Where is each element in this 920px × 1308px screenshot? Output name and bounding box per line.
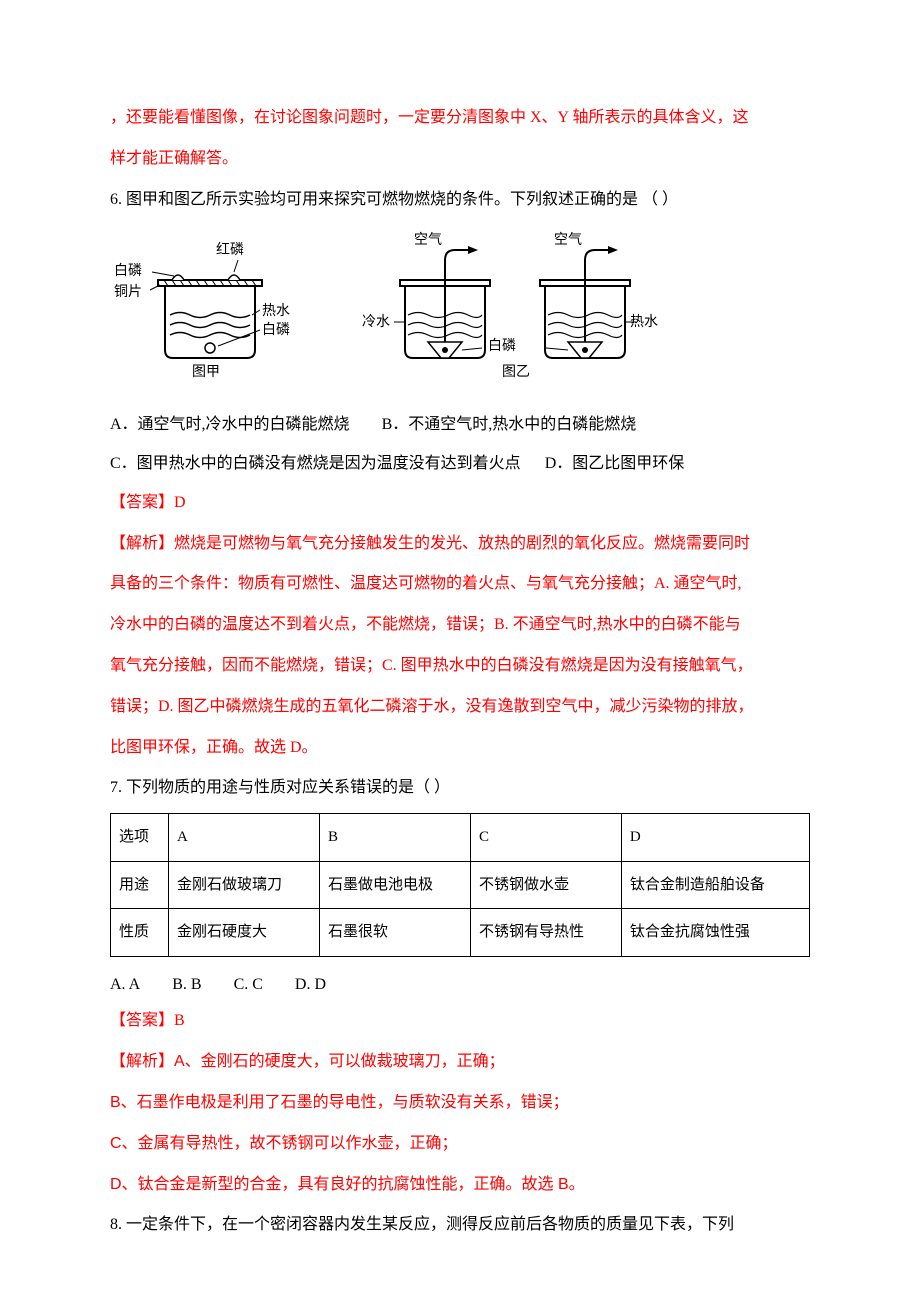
label-white-p-top: 白磷 [114, 263, 142, 279]
intro-tail-2: 样才能正确解答。 [110, 141, 810, 178]
q6-opt-c: C．图甲热水中的白磷没有燃烧是因为温度没有达到着火点 [110, 455, 521, 472]
q6-diagrams: 白磷 红磷 铜片 热水 白磷 图甲 [110, 230, 810, 395]
q7-exp-d: D、钛合金是新型的合金，具有良好的抗腐蚀性能，正确。故选 B。 [110, 1167, 810, 1204]
label-air-2: 空气 [554, 232, 582, 248]
q7-r2c1: 金刚石硬度大 [169, 909, 320, 957]
q7-r0c3: C [470, 814, 621, 862]
q6-opt-d: D．图乙比图甲环保 [545, 455, 685, 472]
q6-exp-4: 氧气充分接触，因而不能燃烧，错误；C. 图甲热水中的白磷没有燃烧是因为没有接触氧… [110, 648, 810, 685]
q7-r1c2: 石墨做电池电极 [319, 861, 470, 909]
q6-stem: 6. 图甲和图乙所示实验均可用来探究可燃物燃烧的条件。下列叙述正确的是 （ ） [110, 182, 810, 219]
q7-r2c3: 不锈钢有导热性 [470, 909, 621, 957]
q6-opts-ab: A．通空气时,冷水中的白磷能燃烧 B．不通空气时,热水中的白磷能燃烧 [110, 407, 810, 444]
caption-yi: 图乙 [502, 364, 530, 380]
label-white-p-bottom: 白磷 [262, 322, 290, 338]
q6-opt-b: B．不通空气时,热水中的白磷能燃烧 [382, 416, 637, 433]
diagram-jia: 白磷 红磷 铜片 热水 白磷 图甲 [110, 230, 310, 395]
q7-r0c2: B [319, 814, 470, 862]
q7-stem: 7. 下列物质的用途与性质对应关系错误的是（ ） [110, 770, 810, 807]
caption-jia: 图甲 [192, 365, 220, 380]
label-coldwater: 冷水 [362, 314, 390, 330]
q7-r2c4: 钛合金抗腐蚀性强 [621, 909, 809, 957]
q7-r1c3: 不锈钢做水壶 [470, 861, 621, 909]
q6-exp-1: 【解析】燃烧是可燃物与氧气充分接触发生的发光、放热的剧烈的氧化反应。燃烧需要同时 [110, 526, 810, 563]
label-hotwater: 热水 [262, 303, 290, 319]
label-air-1: 空气 [414, 232, 442, 248]
q7-r1c0: 用途 [111, 861, 169, 909]
q7-exp-c: C、金属有导热性，故不锈钢可以作水壶，正确； [110, 1126, 810, 1163]
q7-exp-a: 【解析】A、金刚石的硬度大，可以做裁玻璃刀，正确； [110, 1044, 810, 1081]
label-wp-left: 白磷 [488, 338, 516, 354]
q7-table: 选项 A B C D 用途 金刚石做玻璃刀 石墨做电池电极 不锈钢做水壶 钛合金… [110, 813, 810, 957]
q7-answer: 【答案】B [110, 1003, 810, 1040]
q6-exp-3: 冷水中的白磷的温度达不到着火点，不能燃烧，错误；B. 不通空气时,热水中的白磷不… [110, 607, 810, 644]
q8-stem: 8. 一定条件下，在一个密闭容器内发生某反应，测得反应前后各物质的质量见下表，下… [110, 1207, 810, 1244]
q7-r0c0: 选项 [111, 814, 169, 862]
q6-exp-2: 具备的三个条件：物质有可燃性、温度达可燃物的着火点、与氧气充分接触；A. 通空气… [110, 566, 810, 603]
q7-r0c1: A [169, 814, 320, 862]
q6-answer: 【答案】D [110, 485, 810, 522]
q7-opt-c: C. C [234, 967, 263, 1004]
q7-options: A. A B. B C. C D. D [110, 967, 810, 1004]
q7-opt-b: B. B [172, 967, 201, 1004]
label-copper: 铜片 [114, 284, 142, 300]
intro-tail-1: ，还要能看懂图像，在讨论图象问题时，一定要分清图象中 X、Y 轴所表示的具体含义… [110, 100, 810, 137]
q7-exp-b: B、石墨作电极是利用了石墨的导电性，与质软没有关系，错误； [110, 1085, 810, 1122]
q7-opt-d: D. D [295, 967, 326, 1004]
q7-r2c2: 石墨很软 [319, 909, 470, 957]
q7-r1c1: 金刚石做玻璃刀 [169, 861, 320, 909]
q7-opt-a: A. A [110, 967, 140, 1004]
q7-r1c4: 钛合金制造船舶设备 [621, 861, 809, 909]
q6-exp-5: 错误；D. 图乙中磷燃烧生成的五氧化二磷溶于水，没有逸散到空气中，减少污染物的排… [110, 689, 810, 726]
q6-opts-cd: C．图甲热水中的白磷没有燃烧是因为温度没有达到着火点 D．图乙比图甲环保 [110, 446, 810, 483]
q7-r2c0: 性质 [111, 909, 169, 957]
q6-opt-a: A．通空气时,冷水中的白磷能燃烧 [110, 416, 350, 433]
diagram-yi: 空气 空气 冷水 热水 白磷 图乙 [350, 230, 680, 395]
q6-exp-6: 比图甲环保，正确。故选 D。 [110, 730, 810, 767]
label-red-p: 红磷 [216, 242, 244, 258]
q7-r0c4: D [621, 814, 809, 862]
